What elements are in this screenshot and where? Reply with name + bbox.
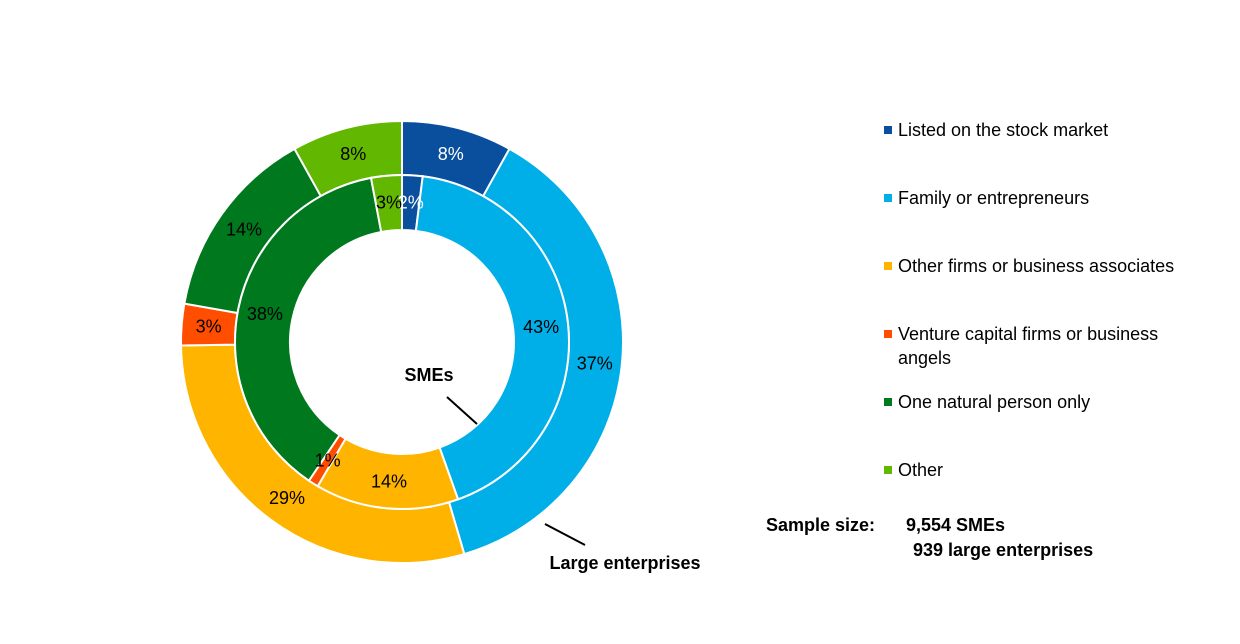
inner-label-other: 3% bbox=[376, 193, 402, 213]
outer-label-other: 8% bbox=[340, 144, 366, 164]
inner-label-venture-capital: 1% bbox=[315, 451, 341, 471]
legend-label: Listed on the stock market bbox=[898, 120, 1109, 140]
legend-swatch bbox=[884, 262, 892, 270]
inner-label-family: 43% bbox=[523, 317, 559, 337]
legend-label: Family or entrepreneurs bbox=[898, 188, 1090, 208]
series-callouts: SMEs Large enterprises bbox=[404, 365, 700, 573]
callout-smes: SMEs bbox=[404, 365, 453, 385]
legend-label: Other bbox=[898, 460, 944, 480]
outer-label-other-firms: 29% bbox=[269, 488, 305, 508]
donut-chart: 2% 43% 14% 1% 38% 3% 8% 37% 29% 3% 14% 8% SMEs Large… bbox=[180, 119, 701, 573]
inner-label-listed: 2% bbox=[398, 192, 424, 212]
legend-swatch bbox=[884, 194, 892, 202]
data-labels: 2% 43% 14% 1% 38% 3% 8% 37% 29% 3% 14% 8% bbox=[196, 144, 613, 508]
outer-label-family: 37% bbox=[577, 354, 613, 374]
sample-size-large: 939 large enterprises bbox=[913, 540, 1094, 560]
sample-size-label: Sample size: bbox=[766, 515, 876, 535]
inner-ring-smes bbox=[234, 173, 570, 510]
legend-swatch bbox=[884, 398, 892, 406]
outer-label-venture-capital: 3% bbox=[196, 317, 222, 337]
inner-label-other-firms: 14% bbox=[371, 471, 407, 491]
legend-label: Other firms or business associates bbox=[898, 256, 1175, 276]
legend-label: One natural person only bbox=[898, 392, 1091, 412]
outer-label-listed: 8% bbox=[438, 144, 464, 164]
outer-label-natural-person: 14% bbox=[226, 219, 262, 239]
legend-swatch bbox=[884, 126, 892, 134]
legend-swatch bbox=[884, 466, 892, 474]
callout-large-enterprises-leader-line bbox=[544, 523, 586, 546]
callout-large-enterprises: Large enterprises bbox=[549, 553, 700, 573]
inner-slice-family bbox=[414, 175, 570, 501]
legend-label: Venture capital firms or business angels bbox=[898, 324, 1159, 368]
inner-slice-other bbox=[369, 173, 403, 234]
legend-swatch bbox=[884, 330, 892, 338]
inner-slice-natural-person bbox=[234, 176, 383, 483]
sample-size-smes: 9,554 SMEs bbox=[906, 515, 1006, 535]
inner-label-natural-person: 38% bbox=[247, 304, 283, 324]
outer-ring-large-enterprises bbox=[180, 119, 624, 564]
callout-smes-leader-line bbox=[446, 396, 478, 425]
